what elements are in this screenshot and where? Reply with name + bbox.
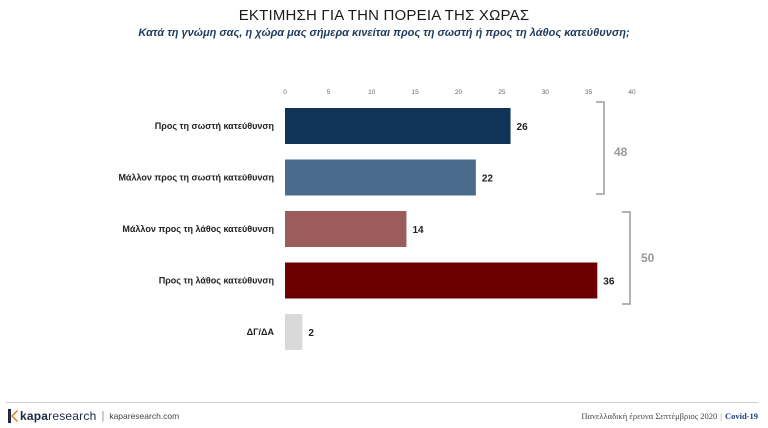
- category-label: Προς τη λάθος κατεύθυνση: [159, 276, 274, 286]
- chart-title: ΕΚΤΙΜΗΣΗ ΓΙΑ ΤΗΝ ΠΟΡΕΙΑ ΤΗΣ ΧΩΡΑΣ: [238, 7, 530, 24]
- value-label: 36: [603, 277, 615, 288]
- kapa-logo-icon: [8, 409, 18, 423]
- value-label: 26: [517, 122, 529, 133]
- value-label: 22: [482, 174, 494, 185]
- x-tick-label: 35: [585, 89, 593, 96]
- x-tick-label: 5: [327, 89, 331, 96]
- survey-name: Πανελλαδική έρευνα Σεπτέμβριος 2020: [581, 411, 718, 421]
- footer-separator: |: [720, 411, 722, 421]
- category-label: ΔΓ/ΔΑ: [247, 327, 275, 337]
- x-tick-label: 10: [368, 89, 376, 96]
- bracket-right-direction: [596, 101, 605, 195]
- chart-subtitle: Κατά τη γνώμη σας, η χώρα μας σήμερα κιν…: [138, 27, 630, 39]
- x-tick-label: 0: [283, 89, 287, 96]
- x-tick-label: 20: [455, 89, 463, 96]
- bar: [285, 159, 476, 196]
- bracket-wrong-direction: [622, 211, 631, 305]
- logo-separator: |: [101, 410, 105, 422]
- logo-kapa-text: kapa: [20, 409, 49, 423]
- kapa-research-logo: kapa research | kaparesearch.com: [8, 408, 179, 424]
- value-label: 14: [412, 225, 424, 236]
- x-tick-label: 15: [412, 89, 420, 96]
- group-total-wrong-direction: 50: [641, 251, 655, 265]
- group-total-right-direction: 48: [614, 145, 628, 159]
- logo-research-text: research: [48, 409, 97, 423]
- covid-tag: Covid-19: [724, 411, 758, 421]
- value-label: 2: [308, 328, 314, 339]
- category-label: Προς τη σωστή κατεύθυνση: [155, 121, 274, 131]
- bar: [285, 314, 303, 350]
- category-label: Μάλλον προς τη σωστή κατεύθυνση: [118, 173, 274, 183]
- website-link[interactable]: kaparesearch.com: [109, 411, 180, 421]
- category-label: Μάλλον προς τη λάθος κατεύθυνση: [122, 224, 274, 234]
- x-tick-label: 40: [628, 89, 636, 96]
- footer-divider: [6, 402, 758, 403]
- bar-chart: 0 5 10 15 20 25 30 35 40 Προς τη σωστή κατεύθυνση…: [118, 89, 655, 350]
- bar: [285, 262, 598, 299]
- x-tick-label: 30: [542, 89, 550, 96]
- x-tick-label: 25: [498, 89, 506, 96]
- bar: [285, 108, 511, 144]
- survey-info: Πανελλαδική έρευνα Σεπτέμβριος 2020 | Covi…: [581, 411, 758, 421]
- bar: [285, 211, 407, 247]
